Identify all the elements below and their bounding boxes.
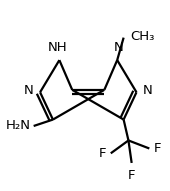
Text: NH: NH [48,41,67,54]
Text: H₂N: H₂N [5,120,30,133]
Text: CH₃: CH₃ [130,30,154,43]
Text: F: F [98,147,106,160]
Text: F: F [154,142,162,155]
Text: N: N [114,41,124,54]
Text: N: N [24,84,34,97]
Text: F: F [128,169,135,182]
Text: N: N [143,84,153,97]
